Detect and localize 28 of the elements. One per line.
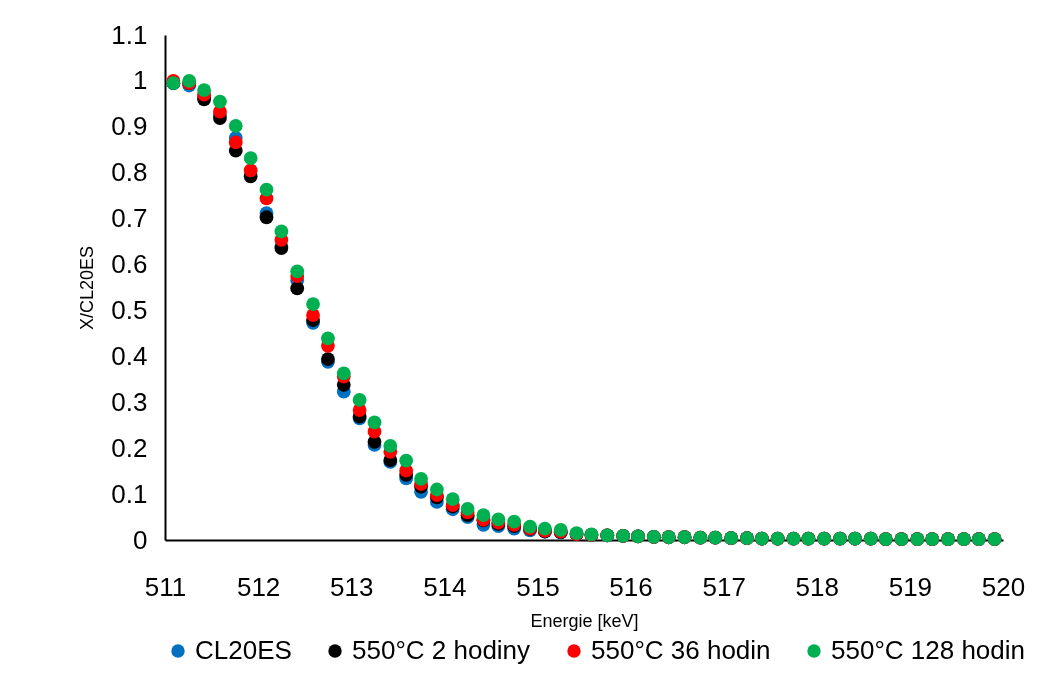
x-tick-label: 512 <box>236 571 281 602</box>
x-tick-label: 514 <box>423 571 467 602</box>
x-tick-label: 517 <box>702 571 746 602</box>
y-tick-label: 0.3 <box>111 386 148 417</box>
y-tick-label: 0.4 <box>111 340 148 371</box>
x-tick-label: 520 <box>981 571 1026 602</box>
x-tick-label: 513 <box>330 571 374 602</box>
y-tick-label: 0.5 <box>111 294 148 325</box>
y-tick-label: 0.1 <box>111 478 148 509</box>
x-tick-label: 516 <box>609 571 653 602</box>
legend-label: 550°C 128 hodin <box>831 635 1025 665</box>
x-tick-label: 511 <box>144 571 187 602</box>
y-tick-label: 0.9 <box>111 111 148 142</box>
y-tick-label: 0.7 <box>111 203 148 234</box>
y-tick-label: 0.6 <box>111 249 148 280</box>
x-tick-label: 518 <box>795 571 839 602</box>
y-tick-label: 1 <box>133 65 148 96</box>
x-tick-label: 519 <box>888 571 933 602</box>
x-tick-label: 515 <box>516 571 560 602</box>
y-tick-label: 0 <box>133 524 148 555</box>
y-tick-label: 0.8 <box>111 157 148 188</box>
y-axis-title: X/CL20ES <box>77 245 98 331</box>
legend-label: 550°C 2 hodiny <box>352 635 531 665</box>
legend-label: 550°C 36 hodin <box>591 635 771 665</box>
y-tick-label: 0.2 <box>111 432 148 463</box>
legend-label: CL20ES <box>195 635 292 665</box>
y-tick-label: 1.1 <box>111 19 148 50</box>
x-axis-title: Energie [keV] <box>530 610 639 631</box>
